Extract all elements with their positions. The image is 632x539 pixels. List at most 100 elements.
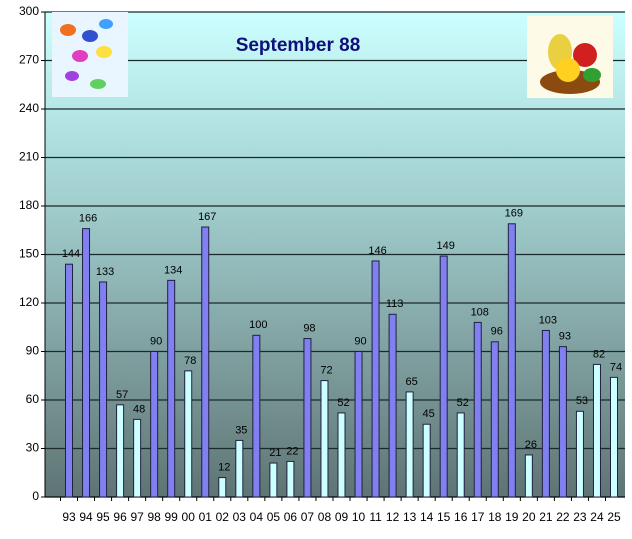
y-tick-label: 300 xyxy=(19,4,39,18)
bar xyxy=(337,412,346,498)
bar xyxy=(133,418,142,498)
x-tick-label: 02 xyxy=(216,510,230,524)
data-label: 166 xyxy=(79,213,97,225)
bar xyxy=(439,255,448,498)
bar xyxy=(65,263,73,498)
bar xyxy=(252,334,261,498)
x-tick-label: 94 xyxy=(79,510,93,524)
x-tick-label: 09 xyxy=(335,510,349,524)
data-label: 35 xyxy=(235,424,247,436)
butterflies-picture xyxy=(52,12,128,97)
bar xyxy=(201,226,210,498)
data-label: 146 xyxy=(368,245,386,257)
x-tick-label: 00 xyxy=(182,510,196,524)
x-tick-label: 96 xyxy=(113,510,127,524)
x-tick-label: 03 xyxy=(233,510,247,524)
bar xyxy=(218,477,227,498)
data-label: 98 xyxy=(303,322,315,334)
x-tick-label: 08 xyxy=(318,510,332,524)
bar xyxy=(422,423,431,498)
x-tick-label: 24 xyxy=(590,510,604,524)
x-tick-label: 12 xyxy=(386,510,400,524)
x-tick-label: 25 xyxy=(607,510,621,524)
bar xyxy=(405,391,414,498)
x-tick-label: 21 xyxy=(539,510,553,524)
bar xyxy=(507,223,516,498)
data-label: 12 xyxy=(218,462,230,474)
x-tick-label: 01 xyxy=(199,510,213,524)
y-tick-label: 180 xyxy=(19,198,39,212)
x-tick-label: 22 xyxy=(556,510,570,524)
x-tick-label: 15 xyxy=(437,510,451,524)
x-tick-label: 93 xyxy=(62,510,76,524)
x-tick-label: 97 xyxy=(130,510,144,524)
x-tick-label: 98 xyxy=(147,510,161,524)
data-label: 169 xyxy=(505,208,523,220)
data-label: 113 xyxy=(386,298,404,310)
x-tick-label: 07 xyxy=(301,510,315,524)
data-label: 144 xyxy=(62,248,80,260)
bar xyxy=(575,410,584,498)
x-tick-label: 11 xyxy=(369,510,382,524)
y-tick-label: 240 xyxy=(19,101,39,115)
x-tick-label: 20 xyxy=(522,510,536,524)
fruit-picture xyxy=(527,16,613,98)
data-label: 78 xyxy=(184,355,196,367)
data-label: 103 xyxy=(539,314,557,326)
y-tick-label: 30 xyxy=(26,441,40,455)
bar xyxy=(167,279,176,498)
x-tick-label: 17 xyxy=(471,510,485,524)
data-label: 52 xyxy=(457,397,469,409)
bar xyxy=(371,260,380,498)
bar xyxy=(116,404,125,498)
y-tick-label: 60 xyxy=(26,392,40,406)
bar xyxy=(473,321,482,498)
bar xyxy=(184,370,193,498)
data-label: 48 xyxy=(133,403,145,415)
bar xyxy=(558,346,567,498)
chart-title: September 88 xyxy=(236,35,361,56)
x-tick-label: 04 xyxy=(250,510,264,524)
bar xyxy=(235,439,244,498)
data-label: 26 xyxy=(525,439,537,451)
y-tick-label: 270 xyxy=(19,53,39,67)
bar xyxy=(320,380,329,498)
bar xyxy=(150,351,159,498)
bar xyxy=(286,460,295,498)
bar xyxy=(99,281,108,498)
data-label: 74 xyxy=(610,361,622,373)
data-label: 53 xyxy=(576,395,588,407)
y-tick-label: 90 xyxy=(26,344,40,358)
bar xyxy=(490,341,499,498)
bar xyxy=(541,329,550,498)
data-label: 100 xyxy=(249,319,267,331)
x-tick-label: 05 xyxy=(267,510,281,524)
data-label: 65 xyxy=(406,376,418,388)
data-label: 90 xyxy=(354,335,366,347)
y-tick-label: 210 xyxy=(19,150,39,164)
bar xyxy=(354,351,363,498)
data-label: 134 xyxy=(164,264,182,276)
x-tick-label: 23 xyxy=(573,510,587,524)
x-tick-label: 16 xyxy=(454,510,468,524)
data-label: 57 xyxy=(116,389,128,401)
bar xyxy=(610,376,618,498)
data-label: 108 xyxy=(471,306,489,318)
bar xyxy=(456,412,465,498)
bar xyxy=(303,338,312,498)
data-label: 167 xyxy=(198,211,216,223)
bar xyxy=(82,228,91,498)
data-label: 21 xyxy=(269,447,281,459)
x-tick-label: 10 xyxy=(352,510,366,524)
bar xyxy=(524,454,533,498)
bar xyxy=(592,363,601,498)
y-tick-label: 150 xyxy=(19,247,39,261)
data-label: 52 xyxy=(337,397,349,409)
data-label: 72 xyxy=(320,365,332,377)
bar xyxy=(388,313,397,498)
x-tick-label: 13 xyxy=(403,510,417,524)
data-label: 22 xyxy=(286,445,298,457)
x-tick-label: 14 xyxy=(420,510,434,524)
